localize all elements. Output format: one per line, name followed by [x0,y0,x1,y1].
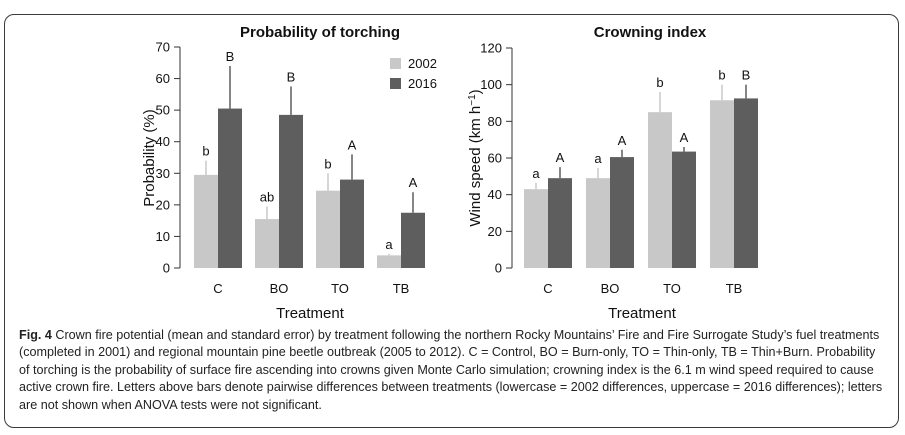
chart1-bar [316,190,340,268]
chart1-bar [218,108,242,268]
chart1-y-tick-label: 0 [163,261,170,276]
chart2-bar [524,189,548,268]
chart1-y-tick-label: 50 [156,103,170,118]
chart2-significance-letter: A [556,150,565,165]
chart1-bar [401,212,425,268]
chart1-bar [279,114,303,268]
chart2-y-tick-label: 40 [488,187,502,202]
chart1-y-tick-label: 40 [156,134,170,149]
chart1-significance-letter: A [348,137,357,152]
chart1-bar [255,219,279,268]
chart2-y-tick-label: 100 [480,77,502,92]
chart1-significance-letter: B [226,49,235,64]
chart1-y-tick-label: 10 [156,229,170,244]
chart2-x-tick-label: C [543,281,552,296]
chart1-significance-letter: a [385,237,393,252]
chart1-significance-letter: B [287,69,296,84]
chart2-y-tick-label: 0 [495,261,502,276]
chart2-x-tick-label: TB [726,281,743,296]
chart2-y-tick-label: 60 [488,151,502,166]
chart2-significance-letter: A [680,130,689,145]
chart1-legend-swatch [390,78,401,89]
chart1-significance-letter: b [324,156,331,171]
chart1-x-tick-label: TO [331,281,349,296]
chart2-x-tick-label: TO [663,281,681,296]
chart2-x-axis-label: Treatment [608,305,677,322]
chart1-title: Probability of torching [240,24,400,41]
chart2-significance-letter: a [594,151,602,166]
chart2-significance-letter: b [718,68,725,83]
chart1-y-axis-label: Probability (%) [141,109,158,207]
chart2-bar [648,112,672,269]
figure-label: Fig. 4 [19,328,52,342]
chart1-significance-letter: A [409,175,418,190]
chart1-y-tick-label: 60 [156,71,170,86]
chart1-bar [340,179,364,268]
figure-caption: Fig. 4 Crown fire potential (mean and st… [19,327,889,414]
chart2-significance-letter: b [656,75,663,90]
chart2-y-tick-label: 120 [480,41,502,56]
caption-text: Crown fire potential (mean and standard … [19,328,883,412]
chart2-significance-letter: a [532,166,540,181]
chart1-bar [377,255,401,268]
chart2-bar [586,178,610,268]
chart1-significance-letter: b [202,144,209,159]
chart1-x-tick-label: BO [270,281,289,296]
chart2-significance-letter: B [742,68,751,83]
chart1-x-axis-label: Treatment [276,305,345,322]
chart1-legend-swatch [390,58,401,69]
chart1-x-tick-label: TB [393,281,410,296]
figure-charts: Probability of torching 0 10 20 30 40 50 60 70 Pr… [141,24,758,322]
chart2-y-axis-label: Wind speed (km h−1) [467,89,485,226]
chart1-significance-letter: ab [260,189,274,204]
chart2-bar [548,178,572,268]
chart2-bar [672,151,696,268]
chart2-bar [734,98,758,269]
chart2-y-tick-label: 80 [488,114,502,129]
chart1-bar [194,174,218,268]
chart1-y-tick-label: 20 [156,197,170,212]
chart1-y-tick-label: 30 [156,166,170,181]
chart1-legend-label: 2016 [408,76,437,91]
chart2-x-tick-label: BO [601,281,620,296]
chart1-legend-label: 2002 [408,56,437,71]
chart2-bar [710,100,734,268]
chart1-x-tick-label: C [213,281,222,296]
chart2-y-axis-label-sup: −1 [467,94,478,106]
chart2-y-tick-label: 20 [488,224,502,239]
chart1-y-tick-label: 70 [156,40,170,55]
chart2-significance-letter: A [618,133,627,148]
chart2-title: Crowning index [594,24,707,41]
chart2-bar [610,157,634,268]
